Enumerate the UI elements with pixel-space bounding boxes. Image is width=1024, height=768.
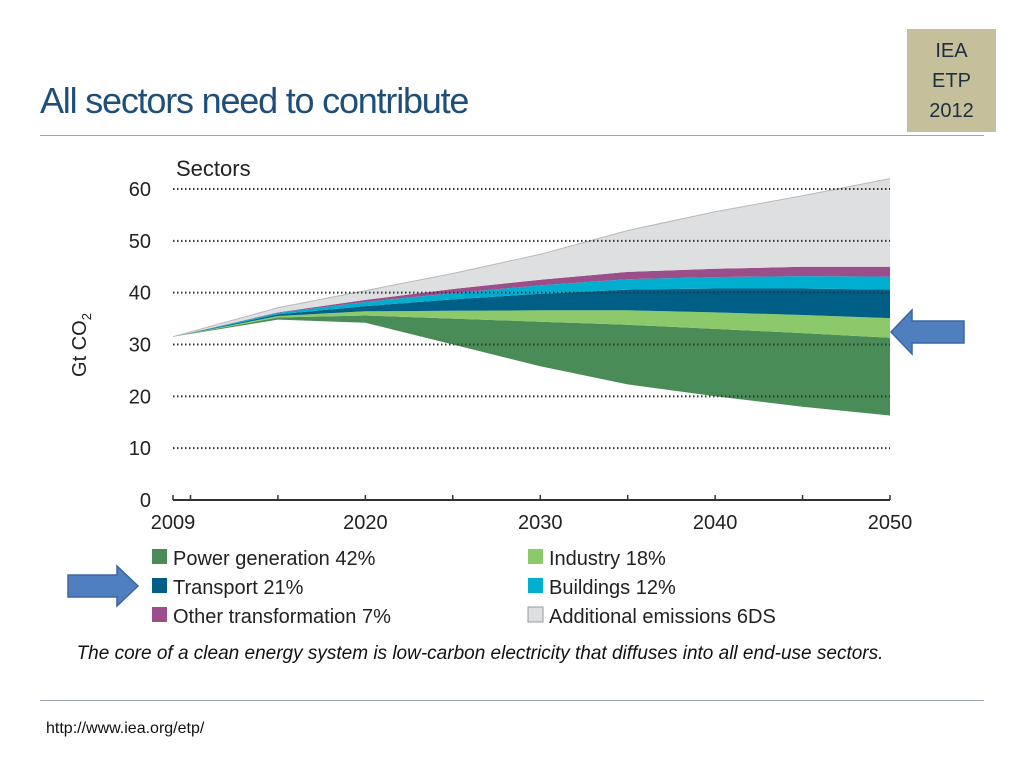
legend-swatch-transport <box>152 578 167 593</box>
x-tick-label-2050: 2050 <box>868 512 913 534</box>
legend-swatch-power-generation <box>152 549 167 564</box>
chart-title: Sectors <box>176 156 251 181</box>
y-axis-label: Gt CO2 <box>69 313 94 377</box>
area-power-generation <box>173 315 890 416</box>
area-6ds-top-edge <box>172 178 891 338</box>
y-tick-label-50: 50 <box>129 231 151 253</box>
legend-swatch-buildings <box>528 578 543 593</box>
legend-swatch-other-transformation <box>152 607 167 622</box>
area-other-transformation <box>173 266 890 337</box>
source-badge: IEA ETP 2012 <box>907 29 996 132</box>
x-tick-label-2030: 2030 <box>518 512 563 534</box>
y-axis-label-sub: 2 <box>79 313 94 320</box>
legend-swatch-industry <box>528 549 543 564</box>
area-buildings <box>173 276 890 337</box>
arrow-left-icon <box>889 308 965 356</box>
badge-line-1: IEA <box>935 39 968 62</box>
area-transport <box>173 288 890 337</box>
legend-label-additional-emissions-6ds: Additional emissions 6DS <box>549 606 776 628</box>
footer-url[interactable]: http://www.iea.org/etp/ <box>46 720 205 737</box>
y-tick-label-0: 0 <box>140 490 151 512</box>
badge-line-3: 2012 <box>929 99 974 122</box>
legend-label-buildings: Buildings 12% <box>549 577 676 599</box>
y-tick-label-40: 40 <box>129 283 151 305</box>
y-tick-label-30: 30 <box>129 335 151 357</box>
footer-divider <box>40 700 984 701</box>
area-industry <box>173 310 890 338</box>
legend-swatch-additional-emissions-6ds <box>527 606 544 623</box>
badge-line-2: ETP <box>932 69 971 92</box>
legend-label-power-generation: Power generation 42% <box>173 548 376 570</box>
y-tick-label-20: 20 <box>129 386 151 408</box>
chart-caption: The core of a clean energy system is low… <box>76 643 884 664</box>
legend-label-industry: Industry 18% <box>549 548 666 570</box>
x-tick-label-2040: 2040 <box>693 512 738 534</box>
legend-label-transport: Transport 21% <box>173 577 304 599</box>
x-tick-label-2020: 2020 <box>343 512 388 534</box>
y-axis-label-main: Gt CO <box>69 320 91 377</box>
legend-label-other-transformation: Other transformation 7% <box>173 606 391 628</box>
y-tick-label-60: 60 <box>129 179 151 201</box>
title-divider <box>40 135 984 136</box>
y-tick-label-10: 10 <box>129 438 151 460</box>
area-additional-emissions-6ds <box>173 178 890 337</box>
arrow-right-icon <box>67 564 140 608</box>
x-tick-label-2009: 2009 <box>151 512 196 534</box>
page-title: All sectors need to contribute <box>40 80 469 121</box>
